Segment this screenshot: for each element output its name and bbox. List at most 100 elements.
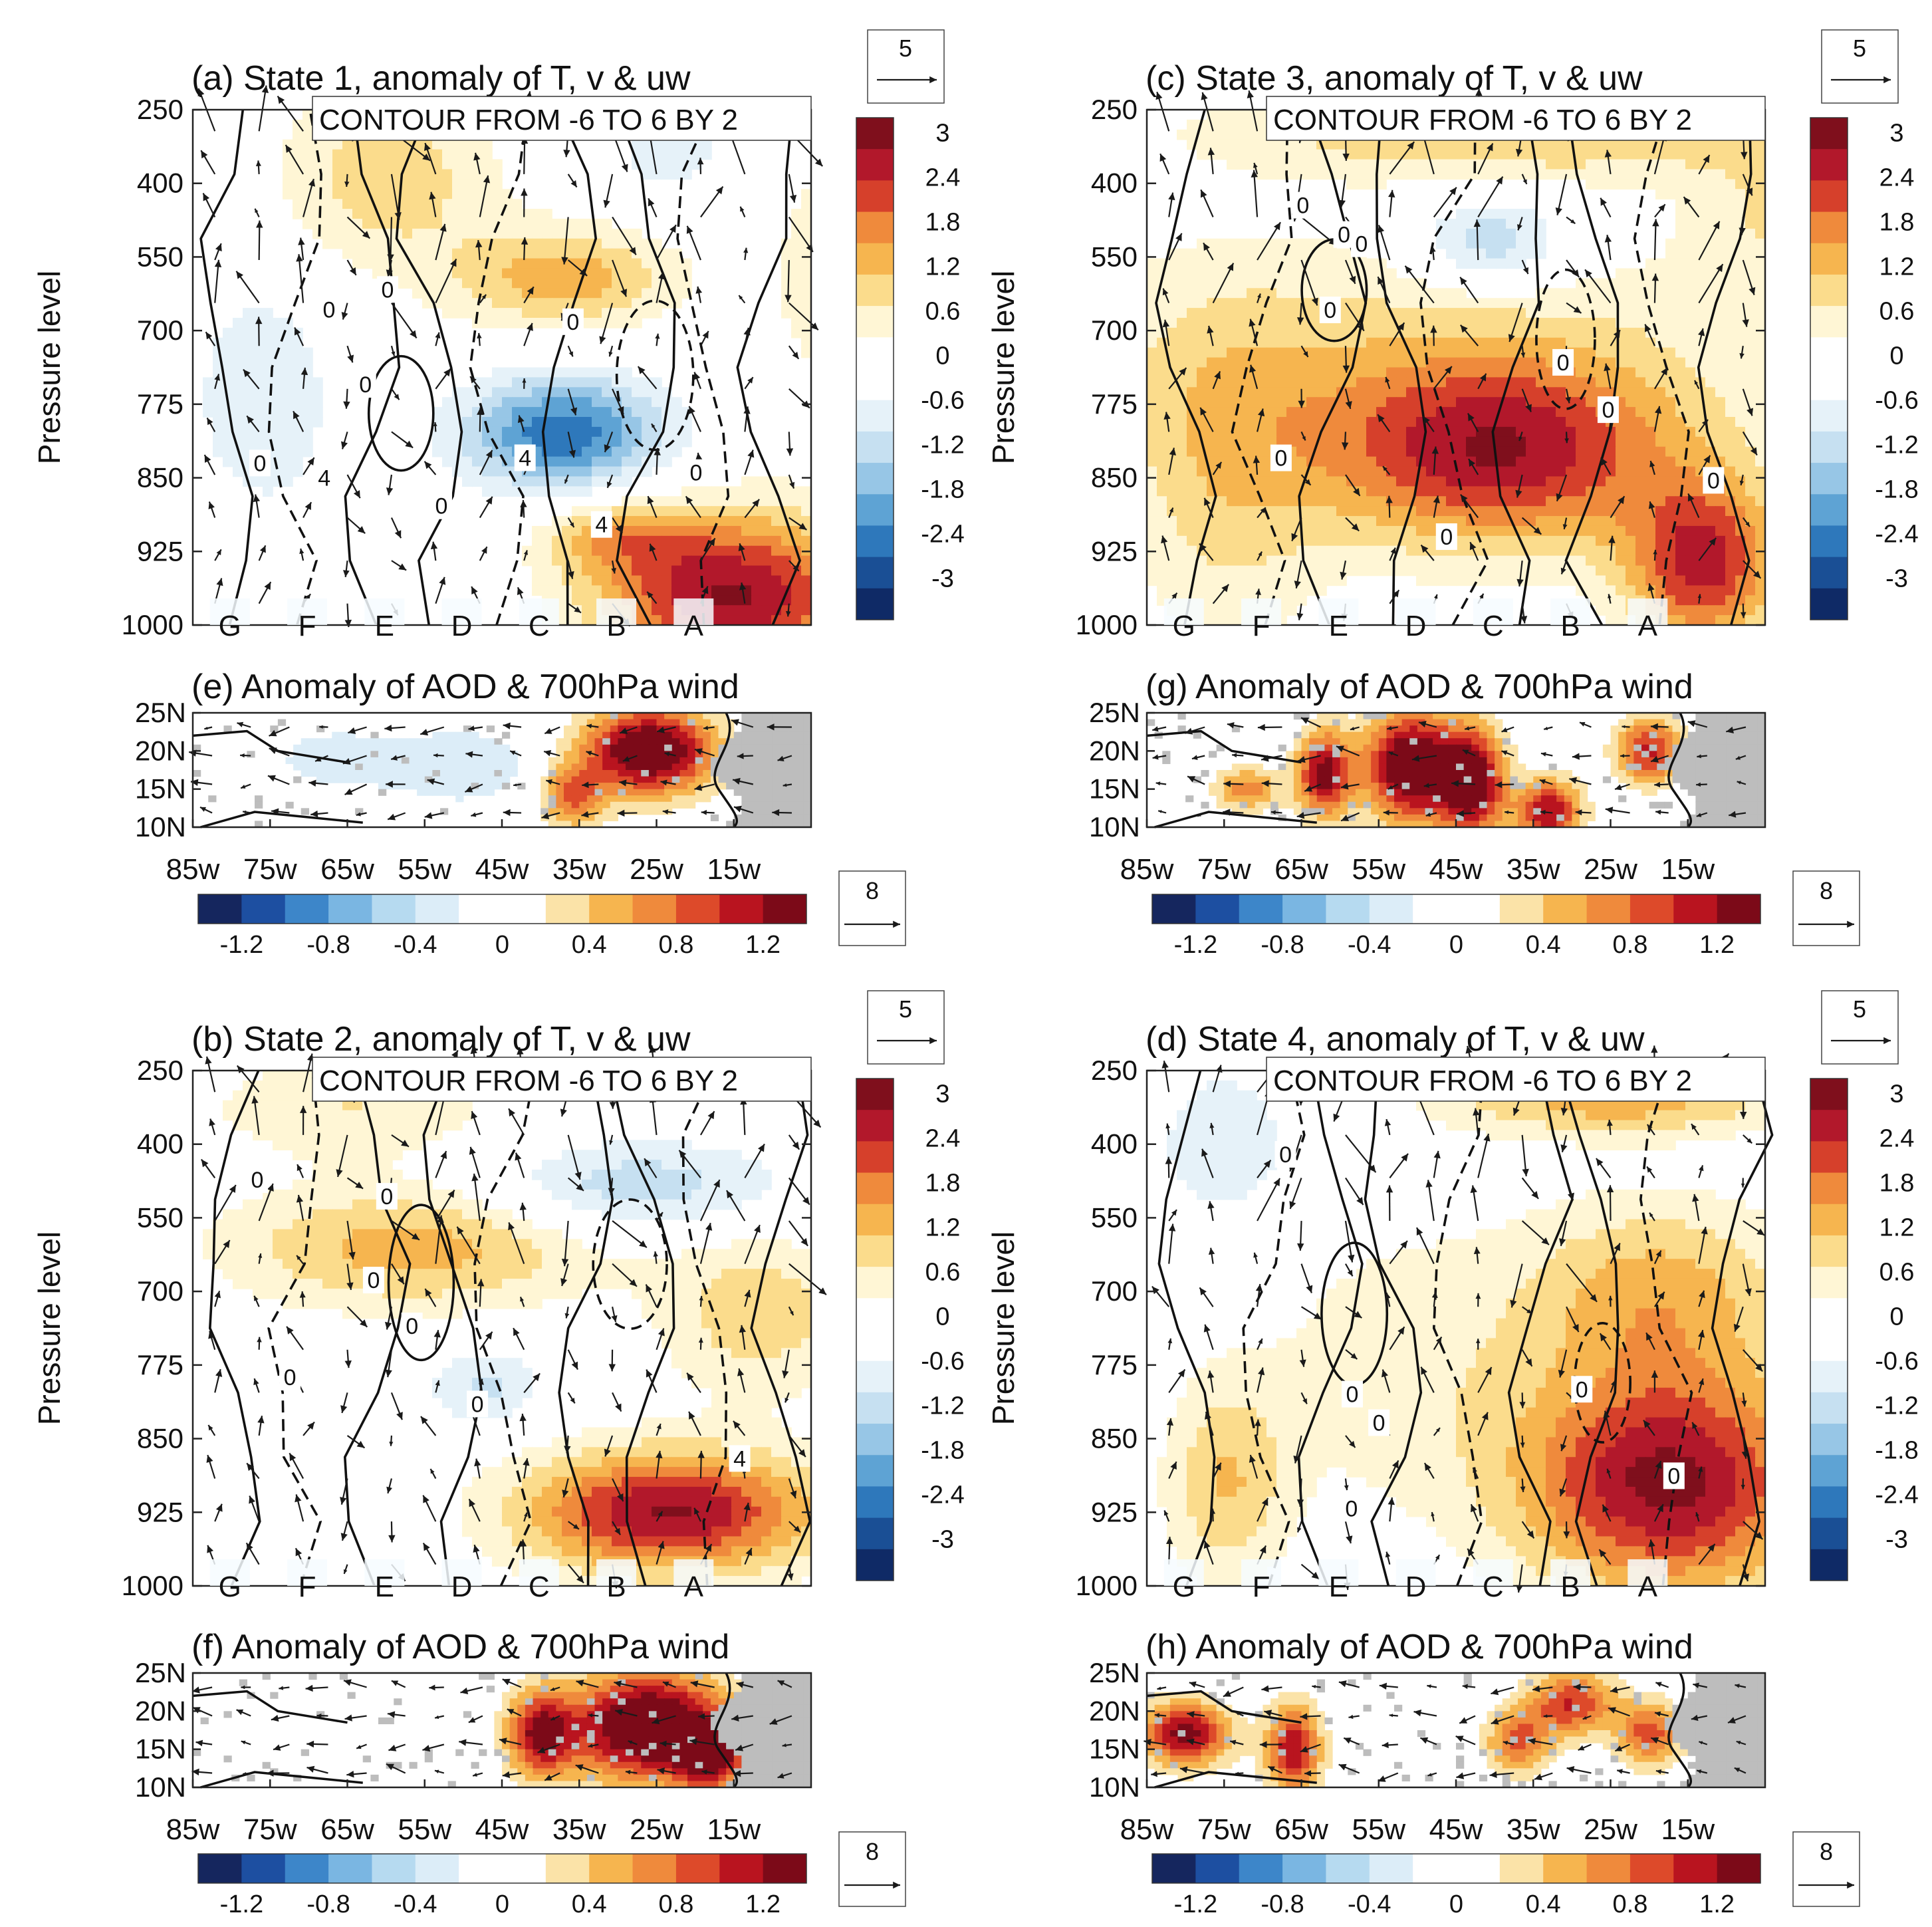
temp-cell bbox=[1655, 298, 1666, 309]
temp-cell bbox=[1197, 476, 1207, 487]
colorbar-tick-label: 0.6 bbox=[1879, 298, 1915, 326]
temp-cell bbox=[1396, 387, 1407, 398]
temp-cell bbox=[1346, 506, 1357, 517]
temp-cell bbox=[562, 268, 572, 279]
temp-cell bbox=[1496, 575, 1507, 586]
temp-cell bbox=[1177, 506, 1187, 517]
temp-cell bbox=[1675, 139, 1686, 150]
temp-cell bbox=[1655, 446, 1666, 457]
temp-cell bbox=[1257, 476, 1267, 487]
temp-cell bbox=[1456, 139, 1467, 150]
temp-cell bbox=[1745, 308, 1756, 319]
temp-cell bbox=[1386, 397, 1397, 408]
temp-cell bbox=[731, 496, 742, 507]
contour-line bbox=[676, 109, 730, 626]
temp-cell bbox=[422, 268, 433, 279]
temp-cell bbox=[652, 575, 662, 586]
temp-cell bbox=[1296, 327, 1307, 338]
temp-cell bbox=[552, 446, 562, 457]
temp-cell bbox=[1187, 248, 1197, 259]
temp-cell bbox=[1306, 486, 1317, 497]
temp-cell bbox=[233, 407, 243, 418]
temp-cell bbox=[1177, 565, 1187, 577]
temp-cell bbox=[1386, 407, 1397, 418]
temp-cell bbox=[1157, 446, 1167, 457]
temp-cell bbox=[652, 525, 662, 537]
temp-cell bbox=[1705, 555, 1716, 567]
temp-cell bbox=[1167, 327, 1177, 338]
temp-cell bbox=[1556, 436, 1566, 448]
temp-cell bbox=[1655, 545, 1666, 557]
wind-vector-head bbox=[236, 271, 243, 279]
temp-cell bbox=[472, 456, 483, 467]
temp-cell bbox=[273, 327, 283, 338]
temp-cell bbox=[1366, 179, 1377, 190]
temp-cell bbox=[462, 308, 473, 319]
temp-cell bbox=[1685, 149, 1696, 160]
temp-cell bbox=[1606, 446, 1616, 457]
colorbar-swatch bbox=[1810, 243, 1848, 275]
temp-cell bbox=[1167, 436, 1177, 448]
temp-cell bbox=[801, 337, 812, 348]
temp-cell bbox=[1655, 555, 1666, 567]
temp-cell bbox=[1267, 565, 1277, 577]
temp-cell bbox=[342, 139, 353, 150]
temp-cell bbox=[1217, 308, 1227, 319]
temp-cell bbox=[1645, 476, 1656, 487]
temp-cell bbox=[1217, 506, 1227, 517]
temp-cell bbox=[1197, 357, 1207, 368]
temp-cell bbox=[1516, 446, 1526, 457]
station-label: F bbox=[299, 610, 316, 642]
temp-cell bbox=[1326, 367, 1337, 378]
temp-cell bbox=[1247, 565, 1257, 577]
temp-cell bbox=[572, 258, 582, 269]
wind-vector-head bbox=[261, 85, 269, 94]
temp-cell bbox=[1217, 605, 1227, 616]
temp-cell bbox=[751, 525, 762, 537]
temp-cell bbox=[283, 367, 293, 378]
temp-cell bbox=[1207, 258, 1217, 269]
temp-cell bbox=[302, 199, 313, 209]
temp-cell bbox=[1675, 248, 1686, 259]
temp-cell bbox=[1486, 317, 1497, 328]
temp-cell bbox=[1486, 575, 1497, 586]
temp-cell bbox=[662, 446, 672, 457]
temp-cell bbox=[233, 466, 243, 477]
temp-cell bbox=[1526, 417, 1536, 428]
temp-cell bbox=[1276, 327, 1287, 338]
temp-cell bbox=[592, 278, 602, 289]
colorbar-swatch bbox=[1810, 180, 1848, 213]
temp-cell bbox=[1466, 555, 1477, 567]
temp-cell bbox=[1635, 446, 1646, 457]
temp-cell bbox=[1496, 337, 1507, 348]
temp-cell bbox=[263, 357, 273, 368]
temp-cell bbox=[721, 585, 732, 596]
temp-cell bbox=[1366, 565, 1377, 577]
temp-cell bbox=[1426, 397, 1437, 408]
temp-cell bbox=[432, 288, 443, 299]
temp-cell bbox=[462, 238, 473, 249]
temp-cell bbox=[1296, 357, 1307, 368]
temp-cell bbox=[562, 288, 572, 299]
temp-cell bbox=[1247, 308, 1257, 319]
temp-cell bbox=[1406, 545, 1417, 557]
temp-cell bbox=[532, 486, 543, 497]
temp-cell bbox=[1217, 327, 1227, 338]
temp-cell bbox=[1596, 387, 1606, 398]
temp-cell bbox=[273, 397, 283, 408]
temp-cell bbox=[392, 159, 403, 170]
temp-cell bbox=[1167, 575, 1177, 586]
temp-cell bbox=[1695, 258, 1706, 269]
temp-cell bbox=[1735, 367, 1746, 378]
temp-cell bbox=[1695, 189, 1706, 199]
temp-cell bbox=[432, 426, 443, 438]
temp-cell bbox=[1267, 337, 1277, 348]
temp-cell bbox=[1665, 417, 1676, 428]
colorbar-tick-label: 2.4 bbox=[1879, 164, 1915, 192]
temp-cell bbox=[342, 248, 353, 259]
temp-cell bbox=[1556, 337, 1566, 348]
temp-cell bbox=[382, 159, 393, 170]
temp-cell bbox=[662, 585, 672, 596]
temp-cell bbox=[1486, 218, 1497, 229]
temp-cell bbox=[462, 169, 473, 180]
